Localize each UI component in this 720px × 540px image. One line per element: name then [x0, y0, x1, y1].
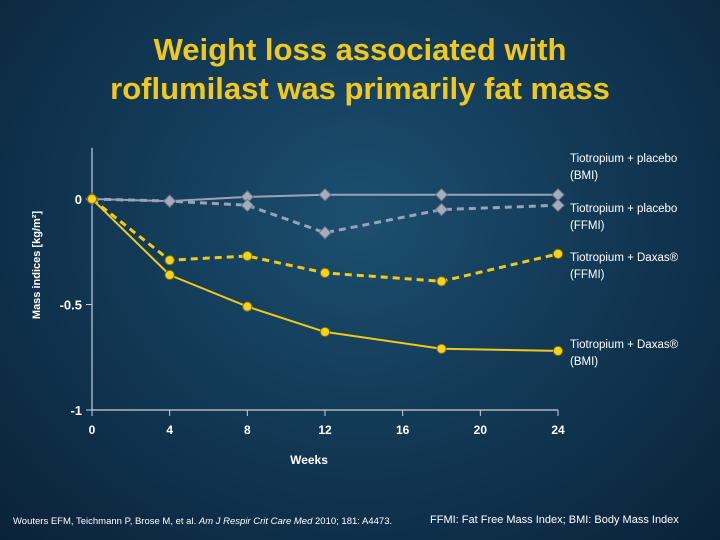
abbreviation-legend: FFMI: Fat Free Mass Index; BMI: Body Mas… [430, 514, 679, 526]
data-point [434, 202, 449, 217]
x-tick-label: 12 [318, 423, 332, 437]
x-tick-label: 20 [474, 423, 488, 437]
data-point [86, 193, 98, 205]
series-line-3 [91, 197, 559, 283]
series-label: (FFMI) [570, 220, 605, 232]
data-point [551, 198, 565, 213]
data-point [319, 326, 331, 338]
series-label: Tiotropium + placebo [570, 153, 677, 165]
reference-prefix: Wouters EFM, Teichmann P, Brose M, et al… [13, 516, 199, 527]
y-tick-label: 0 [75, 192, 82, 207]
series-line-2 [91, 197, 559, 235]
slide-title: Weight loss associated with roflumilast … [0, 30, 720, 108]
data-point [319, 267, 331, 278]
x-tick-label: 8 [244, 423, 251, 437]
data-point [242, 301, 253, 312]
x-tick-label: 16 [396, 423, 410, 437]
title-line-2: roflumilast was primarily fat mass [110, 71, 610, 106]
y-tick-label: -1 [70, 403, 82, 418]
reference-journal: Am J Respir Crit Care Med [198, 516, 313, 527]
data-point [436, 343, 447, 354]
data-point [436, 276, 447, 287]
y-tick-label: -0.5 [60, 298, 82, 313]
series-label: (FFMI) [570, 269, 605, 281]
series-label: Tiotropium + placebo [570, 203, 677, 215]
series-line-4 [91, 198, 559, 352]
data-point [318, 188, 332, 202]
x-axis-label: Weeks [290, 453, 328, 467]
x-tick-label: 4 [166, 423, 173, 437]
data-point [240, 198, 255, 213]
x-tick-label: 0 [89, 423, 96, 437]
title-line-1: Weight loss associated with [153, 32, 567, 67]
series-label: (BMI) [570, 170, 598, 182]
data-point [164, 255, 175, 266]
data-point [162, 194, 177, 208]
series-label: (BMI) [570, 356, 598, 368]
data-point [552, 345, 564, 357]
data-point [552, 248, 564, 259]
data-point [434, 188, 449, 202]
reference-suffix: 2010; 181: A4473. [312, 516, 393, 527]
series-label: Tiotropium + Daxas® [570, 339, 679, 351]
reference-citation: Wouters EFM, Teichmann P, Brose M, et al… [13, 516, 392, 527]
y-axis-label: Mass indices [kg/m²] [31, 211, 43, 320]
data-point [242, 250, 253, 262]
data-point [164, 269, 175, 281]
data-point [318, 226, 332, 240]
x-tick-label: 24 [551, 423, 565, 437]
series-label: Tiotropium + Daxas® [570, 252, 679, 264]
